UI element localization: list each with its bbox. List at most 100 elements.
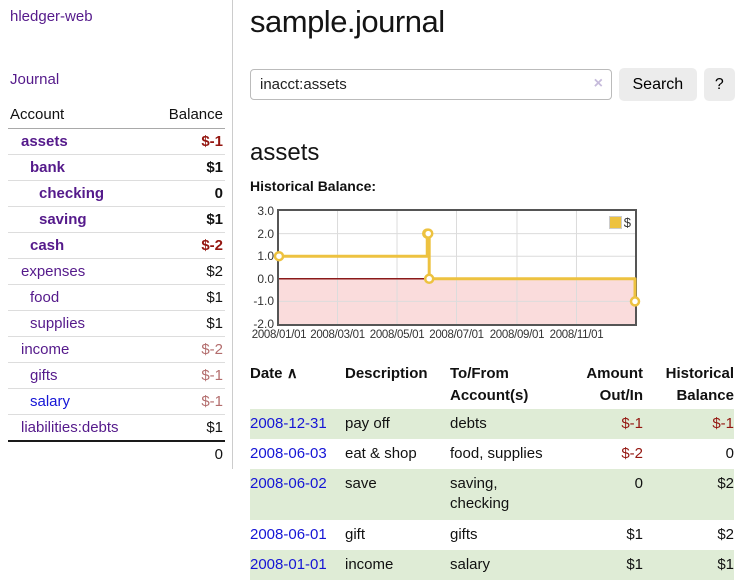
account-link-expenses[interactable]: expenses: [21, 263, 86, 280]
search-form: × Search ?: [250, 68, 735, 101]
account-row: saving $1: [8, 206, 225, 233]
account-link-bank[interactable]: bank: [30, 159, 66, 176]
transaction-balance: $2: [717, 525, 734, 543]
account-link-saving[interactable]: saving: [39, 211, 87, 228]
clear-search-icon[interactable]: ×: [593, 75, 603, 92]
balance-column-header: Historical Balance: [665, 365, 734, 404]
account-heading: assets: [250, 139, 320, 166]
account-balance: $1: [151, 310, 225, 337]
transaction-accounts: debts: [450, 414, 487, 432]
account-link-salary[interactable]: salary: [30, 393, 71, 410]
amount-column-header: Amount Out/In: [586, 365, 643, 404]
account-balance: $1: [151, 414, 225, 442]
account-row: income $-2: [8, 336, 225, 363]
help-button[interactable]: ?: [703, 68, 735, 101]
y-tick-label: -1.0: [253, 294, 274, 309]
transaction-row: 2008-06-01 gift gifts $1 $2: [250, 520, 734, 550]
account-link-income[interactable]: income: [21, 341, 70, 358]
account-balance: $-1: [151, 128, 225, 155]
account-balance: $1: [151, 154, 225, 181]
y-tick-label: 3.0: [257, 204, 274, 218]
transaction-amount: $1: [626, 555, 643, 573]
account-balance: $-2: [151, 336, 225, 363]
transaction-row: 2008-01-01 income salary $1 $1: [250, 549, 734, 580]
account-link-supplies[interactable]: supplies: [30, 315, 86, 332]
description-column-header: Description: [345, 365, 428, 382]
search-input[interactable]: [250, 69, 612, 100]
account-balance: $2: [151, 258, 225, 285]
historical-balance-label: Historical Balance:: [250, 178, 377, 194]
account-row: bank $1: [8, 154, 225, 181]
account-link-liabilities-debts[interactable]: liabilities:debts: [21, 419, 119, 436]
account-balance: 0: [151, 180, 225, 207]
transaction-description: pay off: [345, 414, 390, 432]
transaction-accounts: saving, checking: [450, 475, 510, 513]
balance-column-header: Balance: [151, 103, 225, 129]
transaction-row: 2008-06-03 eat & shop food, supplies $-2…: [250, 439, 734, 469]
account-balance: $-1: [151, 388, 225, 415]
transaction-balance: $1: [717, 555, 734, 573]
account-row: supplies $1: [8, 310, 225, 337]
search-button[interactable]: Search: [619, 68, 697, 101]
transaction-description: gift: [345, 525, 366, 543]
x-tick-label: 2008/11/01: [549, 329, 604, 341]
sort-ascending-icon: ∧: [286, 365, 298, 382]
y-tick-label: 0.0: [257, 271, 274, 286]
account-row: gifts $-1: [8, 362, 225, 389]
accounts-column-header: Account: [8, 103, 152, 129]
transaction-amount: 0: [634, 475, 643, 492]
transaction-description: save: [345, 475, 377, 492]
sidebar: hledger-web Journal Account Balance asse…: [0, 0, 233, 469]
transaction-accounts: food, supplies: [450, 444, 543, 462]
account-balance: $-1: [151, 362, 225, 389]
sidebar-item-journal[interactable]: Journal: [10, 71, 60, 88]
accounts-total-row: 0: [8, 440, 225, 467]
account-row: salary $-1: [8, 388, 225, 415]
register-table: Date ∧ Description To/From Account(s) Am…: [250, 361, 734, 580]
account-row: checking 0: [8, 180, 225, 207]
account-link-gifts[interactable]: gifts: [30, 367, 58, 384]
account-link-food[interactable]: food: [30, 289, 60, 306]
transaction-accounts: salary: [450, 555, 491, 573]
y-tick-label: 2.0: [257, 226, 274, 241]
account-balance: $-2: [151, 232, 225, 259]
register-header-row: Date ∧ Description To/From Account(s) Am…: [250, 361, 734, 409]
accounts-column-header: To/From Account(s): [450, 365, 529, 404]
transaction-amount: $1: [626, 525, 643, 543]
transaction-amount: $-1: [621, 414, 643, 432]
x-tick-label: 2008/01/01: [251, 329, 307, 341]
account-balance: $1: [151, 206, 225, 233]
transaction-description: income: [345, 555, 394, 573]
transaction-amount: $-2: [621, 444, 643, 462]
account-link-checking[interactable]: checking: [39, 185, 105, 202]
chart-canvas: [273, 211, 641, 324]
historical-balance-chart: 3.0 2.0 1.0 0.0 -1.0 -2.0 $ 2008/01/01 2…: [250, 203, 735, 345]
y-tick-label: 1.0: [257, 249, 274, 264]
transaction-date-link[interactable]: 2008-06-02: [250, 475, 327, 492]
page-title: sample.journal: [250, 4, 445, 39]
account-row: food $1: [8, 284, 225, 311]
x-tick-label: 2008/09/01: [489, 329, 545, 341]
transaction-balance: 0: [725, 444, 734, 462]
date-column-header[interactable]: Date ∧: [250, 365, 298, 382]
transaction-row: 2008-12-31 pay off debts $-1 $-1: [250, 408, 734, 439]
account-row: assets $-1: [8, 128, 225, 155]
accounts-table: Account Balance assets $-1 bank $1 check…: [8, 103, 225, 467]
transaction-accounts: gifts: [450, 525, 478, 543]
app-brand-link[interactable]: hledger-web: [10, 8, 93, 25]
account-balance: $1: [151, 284, 225, 311]
account-row: cash $-2: [8, 232, 225, 259]
chart-legend: $: [608, 215, 631, 230]
legend-swatch-icon: [608, 216, 622, 229]
account-link-cash[interactable]: cash: [30, 237, 65, 254]
account-link-assets[interactable]: assets: [21, 133, 68, 150]
legend-label: $: [623, 215, 631, 230]
transaction-date-link[interactable]: 2008-06-03: [250, 444, 327, 462]
x-tick-label: 2008/05/01: [369, 329, 425, 341]
y-tick-label: -2.0: [253, 317, 274, 331]
transaction-date-link[interactable]: 2008-01-01: [250, 555, 327, 573]
transaction-balance: $-1: [712, 414, 734, 432]
transaction-date-link[interactable]: 2008-12-31: [250, 414, 327, 432]
transaction-date-link[interactable]: 2008-06-01: [250, 525, 327, 543]
transaction-row: 2008-06-02 save saving, checking 0 $2: [250, 469, 734, 520]
